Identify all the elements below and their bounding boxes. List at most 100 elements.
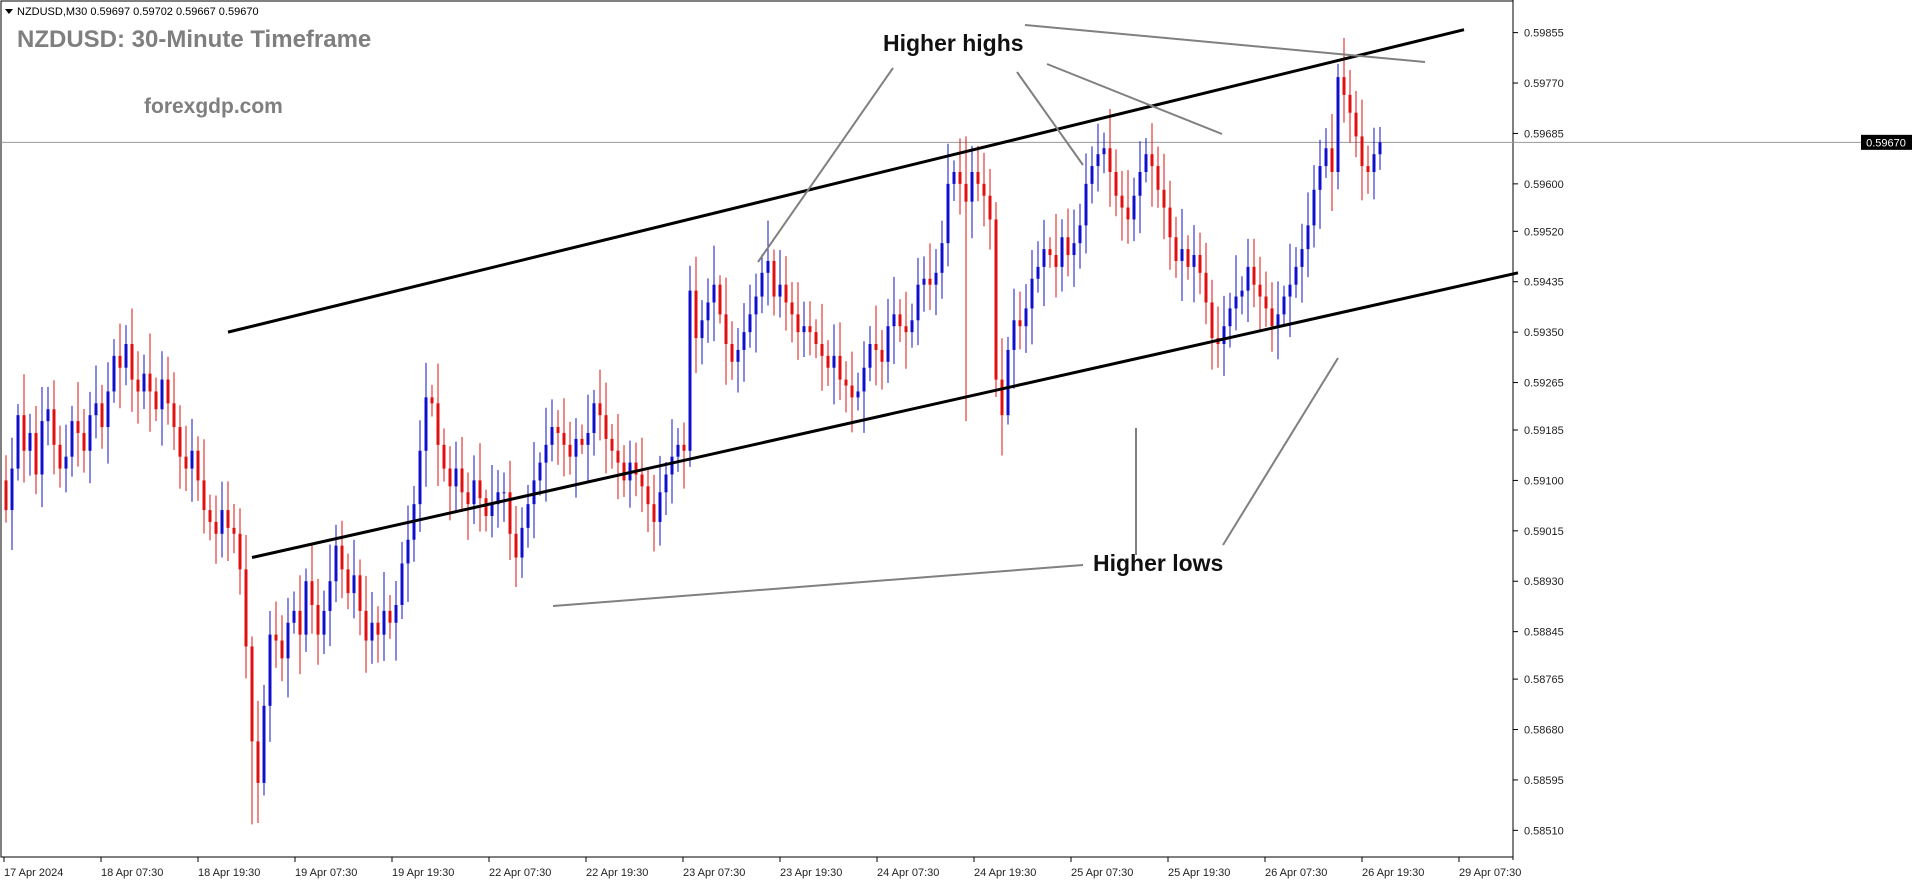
- bear-candle: [1054, 214, 1058, 298]
- bull-candle: [658, 455, 662, 546]
- bull-candle: [262, 684, 266, 796]
- bull-candle: [1300, 223, 1304, 303]
- bear-candle: [1264, 271, 1268, 327]
- bull-candle: [712, 245, 716, 342]
- y-tick-label: 0.59015: [1524, 526, 1564, 538]
- bull-candle: [418, 420, 422, 532]
- bear-candle: [1210, 279, 1214, 370]
- bear-candle: [130, 308, 134, 412]
- y-tick-label: 0.59350: [1524, 327, 1564, 339]
- bear-candle: [724, 277, 728, 385]
- bull-candle: [28, 413, 32, 476]
- x-tick-label: 26 Apr 07:30: [1265, 867, 1327, 879]
- channel-upper-line[interactable]: [227, 28, 1465, 334]
- bull-candle: [1138, 141, 1142, 234]
- bull-candle: [142, 354, 146, 410]
- bull-candle: [382, 571, 386, 662]
- bear-candle: [1126, 170, 1130, 244]
- bear-candle: [850, 351, 854, 433]
- bull-candle: [1222, 295, 1226, 376]
- channel-layer: [227, 28, 1519, 559]
- annotation-pointer: [1016, 71, 1084, 166]
- bull-candle: [886, 298, 890, 383]
- bear-candle: [22, 374, 26, 483]
- bull-candle: [124, 325, 128, 386]
- bear-candle: [1162, 153, 1166, 240]
- bear-candle: [346, 553, 350, 610]
- bull-candle: [1078, 203, 1082, 269]
- bear-candle: [1168, 180, 1172, 270]
- bull-candle: [766, 220, 770, 306]
- bear-candle: [994, 202, 998, 397]
- bear-candle: [982, 152, 986, 227]
- bear-candle: [796, 282, 800, 360]
- bull-candle: [1030, 249, 1034, 345]
- bear-candle: [1156, 146, 1160, 208]
- y-tick-label: 0.58680: [1524, 725, 1564, 737]
- bear-candle: [118, 323, 122, 409]
- bear-candle: [436, 363, 440, 487]
- bull-candle: [892, 276, 896, 365]
- y-tick-label: 0.59770: [1524, 78, 1564, 90]
- bear-candle: [988, 168, 992, 250]
- bear-candle: [52, 380, 56, 475]
- bear-candle: [790, 281, 794, 343]
- bear-candle: [562, 398, 566, 477]
- watermark: forexgdp.com: [144, 95, 283, 118]
- bull-candle: [1012, 288, 1016, 389]
- annotation-pointer: [757, 67, 894, 263]
- bear-candle: [1186, 235, 1190, 280]
- bear-candle: [976, 145, 980, 202]
- x-tick-label: 18 Apr 19:30: [198, 867, 260, 879]
- bear-candle: [76, 382, 80, 467]
- bear-candle: [226, 481, 230, 562]
- bull-candle: [952, 160, 956, 201]
- time-axis: 17 Apr 2024 18 Apr 07:30 18 Apr 19:30 19 Ap…: [3, 857, 1521, 879]
- bull-candle: [1072, 209, 1076, 287]
- y-tick-label: 0.58930: [1524, 576, 1564, 588]
- bear-candle: [316, 578, 320, 665]
- bear-candle: [610, 424, 614, 469]
- bear-candle: [808, 301, 812, 356]
- bull-candle: [400, 541, 404, 620]
- bull-candle: [1180, 208, 1184, 302]
- bear-candle: [310, 542, 314, 634]
- bear-candle: [1000, 338, 1004, 456]
- bull-candle: [106, 362, 110, 464]
- bull-candle: [664, 462, 668, 516]
- bear-candle: [1252, 238, 1256, 308]
- bull-candle: [1102, 132, 1106, 174]
- bull-candle: [16, 404, 20, 481]
- bear-candle: [772, 249, 776, 316]
- bear-candle: [238, 508, 242, 595]
- bear-candle: [442, 428, 446, 482]
- bear-candle: [616, 413, 620, 500]
- bear-candle: [460, 436, 464, 512]
- bear-candle: [1258, 256, 1262, 331]
- y-tick-label: 0.58845: [1524, 627, 1564, 639]
- bear-candle: [430, 384, 434, 417]
- x-tick-label: 22 Apr 19:30: [586, 867, 648, 879]
- bear-candle: [208, 494, 212, 541]
- y-tick-label: 0.59855: [1524, 28, 1564, 40]
- annotation-pointer: [1222, 357, 1339, 546]
- bull-candle: [550, 399, 554, 462]
- symbol-dropdown-icon[interactable]: [5, 9, 13, 14]
- bear-candle: [784, 256, 788, 331]
- bull-candle: [352, 539, 356, 619]
- bear-candle: [274, 601, 278, 668]
- bear-candle: [478, 443, 482, 532]
- symbol-info: NZDUSD,M30 0.59697 0.59702 0.59667 0.596…: [17, 6, 259, 18]
- plot-frame: [0, 0, 1514, 858]
- x-tick-label: 23 Apr 19:30: [780, 867, 842, 879]
- bear-candle: [844, 361, 848, 413]
- bear-candle: [1204, 242, 1208, 325]
- x-tick-label: 25 Apr 19:30: [1168, 867, 1230, 879]
- channel-lower-line[interactable]: [251, 271, 1519, 559]
- bear-candle: [82, 408, 86, 473]
- bear-candle: [1342, 38, 1346, 123]
- x-tick-label: 25 Apr 07:30: [1071, 867, 1133, 879]
- bear-candle: [1354, 90, 1358, 158]
- bull-candle: [88, 391, 92, 484]
